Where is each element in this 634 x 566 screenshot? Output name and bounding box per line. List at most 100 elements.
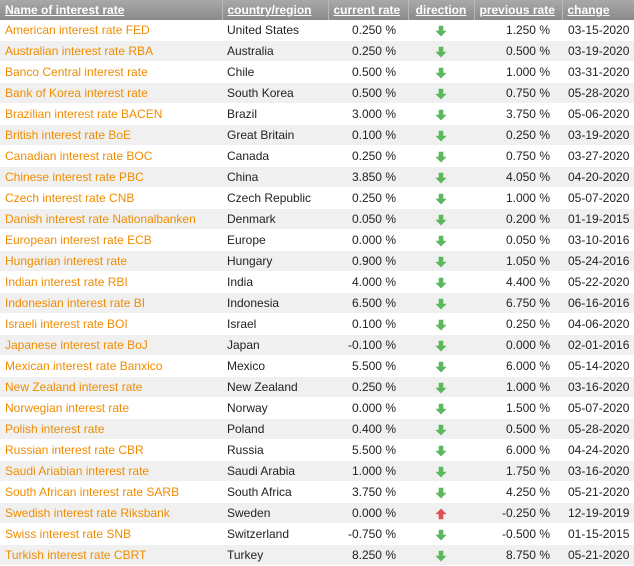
direction-cell xyxy=(408,20,474,41)
current-rate-cell: 3.000 % xyxy=(328,103,408,125)
change-date-cell: 03-10-2016 xyxy=(562,229,634,251)
arrow-down-icon xyxy=(435,403,447,415)
rate-name-link[interactable]: Danish interest rate Nationalbanken xyxy=(0,208,222,230)
country-cell: Hungary xyxy=(222,250,328,272)
country-cell: Russia xyxy=(222,439,328,461)
current-rate-cell: -0.100 % xyxy=(328,334,408,356)
column-header-direction[interactable]: direction xyxy=(408,0,475,20)
country-cell: Switzerland xyxy=(222,523,328,545)
table-row: Danish interest rate Nationalbanken Denm… xyxy=(0,208,634,230)
table-row: Australian interest rate RBA Australia 0… xyxy=(0,40,634,62)
previous-rate-cell: 1.750 % xyxy=(474,460,562,482)
change-date-cell: 04-06-2020 xyxy=(562,313,634,335)
direction-cell xyxy=(408,166,474,188)
country-cell: Sweden xyxy=(222,502,328,524)
rate-name-link[interactable]: European interest rate ECB xyxy=(0,229,222,251)
country-cell: Japan xyxy=(222,334,328,356)
previous-rate-cell: 0.250 % xyxy=(474,124,562,146)
rate-name-link[interactable]: Turkish interest rate CBRT xyxy=(0,544,222,566)
direction-cell xyxy=(408,250,474,272)
column-header-current-rate[interactable]: current rate xyxy=(328,0,409,20)
arrow-down-icon xyxy=(435,193,447,205)
change-date-cell: 03-16-2020 xyxy=(562,376,634,398)
rate-name-link[interactable]: Israeli interest rate BOI xyxy=(0,313,222,335)
previous-rate-cell: 3.750 % xyxy=(474,103,562,125)
country-cell: Saudi Arabia xyxy=(222,460,328,482)
rate-name-link[interactable]: Swiss interest rate SNB xyxy=(0,523,222,545)
change-date-cell: 01-15-2015 xyxy=(562,523,634,545)
rate-name-link[interactable]: Australian interest rate RBA xyxy=(0,40,222,62)
change-date-cell: 04-20-2020 xyxy=(562,166,634,188)
previous-rate-cell: 1.000 % xyxy=(474,61,562,83)
arrow-down-icon xyxy=(435,298,447,310)
change-date-cell: 05-06-2020 xyxy=(562,103,634,125)
rate-name-link[interactable]: Bank of Korea interest rate xyxy=(0,82,222,104)
country-cell: Indonesia xyxy=(222,292,328,314)
change-date-cell: 05-07-2020 xyxy=(562,187,634,209)
table-row: Swiss interest rate SNB Switzerland -0.7… xyxy=(0,523,634,545)
country-cell: South Africa xyxy=(222,481,328,503)
arrow-down-icon xyxy=(435,88,447,100)
rate-name-link[interactable]: Banco Central interest rate xyxy=(0,61,222,83)
current-rate-cell: 3.850 % xyxy=(328,166,408,188)
previous-rate-cell: 1.050 % xyxy=(474,250,562,272)
direction-cell xyxy=(408,502,474,524)
table-row: Canadian interest rate BOC Canada 0.250 … xyxy=(0,145,634,167)
rate-name-link[interactable]: Canadian interest rate BOC xyxy=(0,145,222,167)
rate-name-link[interactable]: Mexican interest rate Banxico xyxy=(0,355,222,377)
country-cell: South Korea xyxy=(222,82,328,104)
current-rate-cell: 0.050 % xyxy=(328,208,408,230)
rate-name-link[interactable]: Czech interest rate CNB xyxy=(0,187,222,209)
rate-name-link[interactable]: Russian interest rate CBR xyxy=(0,439,222,461)
arrow-down-icon xyxy=(435,109,447,121)
column-header-previous-rate[interactable]: previous rate xyxy=(474,0,563,20)
current-rate-cell: -0.750 % xyxy=(328,523,408,545)
table-row: American interest rate FED United States… xyxy=(0,20,634,41)
rate-name-link[interactable]: British interest rate BoE xyxy=(0,124,222,146)
arrow-down-icon xyxy=(435,487,447,499)
rate-name-link[interactable]: Chinese interest rate PBC xyxy=(0,166,222,188)
column-header-country[interactable]: country/region xyxy=(222,0,329,20)
direction-cell xyxy=(408,334,474,356)
rate-name-link[interactable]: Norwegian interest rate xyxy=(0,397,222,419)
table-row: Hungarian interest rate Hungary 0.900 % … xyxy=(0,250,634,272)
rate-name-link[interactable]: Japanese interest rate BoJ xyxy=(0,334,222,356)
previous-rate-cell: 0.750 % xyxy=(474,82,562,104)
table-row: Israeli interest rate BOI Israel 0.100 %… xyxy=(0,313,634,335)
change-date-cell: 05-22-2020 xyxy=(562,271,634,293)
rate-name-link[interactable]: American interest rate FED xyxy=(0,20,222,41)
rate-name-link[interactable]: Saudi Ariabian interest rate xyxy=(0,460,222,482)
table-row: Brazilian interest rate BACEN Brazil 3.0… xyxy=(0,103,634,125)
change-date-cell: 03-16-2020 xyxy=(562,460,634,482)
current-rate-cell: 0.000 % xyxy=(328,229,408,251)
direction-cell xyxy=(408,313,474,335)
change-date-cell: 03-31-2020 xyxy=(562,61,634,83)
change-date-cell: 06-16-2016 xyxy=(562,292,634,314)
table-row: Czech interest rate CNB Czech Republic 0… xyxy=(0,187,634,209)
current-rate-cell: 0.250 % xyxy=(328,40,408,62)
rate-name-link[interactable]: Polish interest rate xyxy=(0,418,222,440)
current-rate-cell: 0.000 % xyxy=(328,502,408,524)
rate-name-link[interactable]: Hungarian interest rate xyxy=(0,250,222,272)
column-header-change[interactable]: change xyxy=(562,0,634,20)
rate-name-link[interactable]: New Zealand interest rate xyxy=(0,376,222,398)
rate-name-link[interactable]: South African interest rate SARB xyxy=(0,481,222,503)
rate-name-link[interactable]: Brazilian interest rate BACEN xyxy=(0,103,222,125)
table-row: Japanese interest rate BoJ Japan -0.100 … xyxy=(0,334,634,356)
current-rate-cell: 0.500 % xyxy=(328,61,408,83)
current-rate-cell: 0.250 % xyxy=(328,145,408,167)
rate-name-link[interactable]: Indian interest rate RBI xyxy=(0,271,222,293)
previous-rate-cell: 6.750 % xyxy=(474,292,562,314)
rate-name-link[interactable]: Indonesian interest rate BI xyxy=(0,292,222,314)
column-header-name[interactable]: Name of interest rate xyxy=(0,0,223,20)
table-row: Mexican interest rate Banxico Mexico 5.5… xyxy=(0,355,634,377)
current-rate-cell: 0.250 % xyxy=(328,20,408,41)
previous-rate-cell: 0.500 % xyxy=(474,40,562,62)
arrow-down-icon xyxy=(435,424,447,436)
country-cell: Mexico xyxy=(222,355,328,377)
current-rate-cell: 0.000 % xyxy=(328,397,408,419)
current-rate-cell: 0.900 % xyxy=(328,250,408,272)
rate-name-link[interactable]: Swedish interest rate Riksbank xyxy=(0,502,222,524)
change-date-cell: 05-28-2020 xyxy=(562,418,634,440)
country-cell: Denmark xyxy=(222,208,328,230)
